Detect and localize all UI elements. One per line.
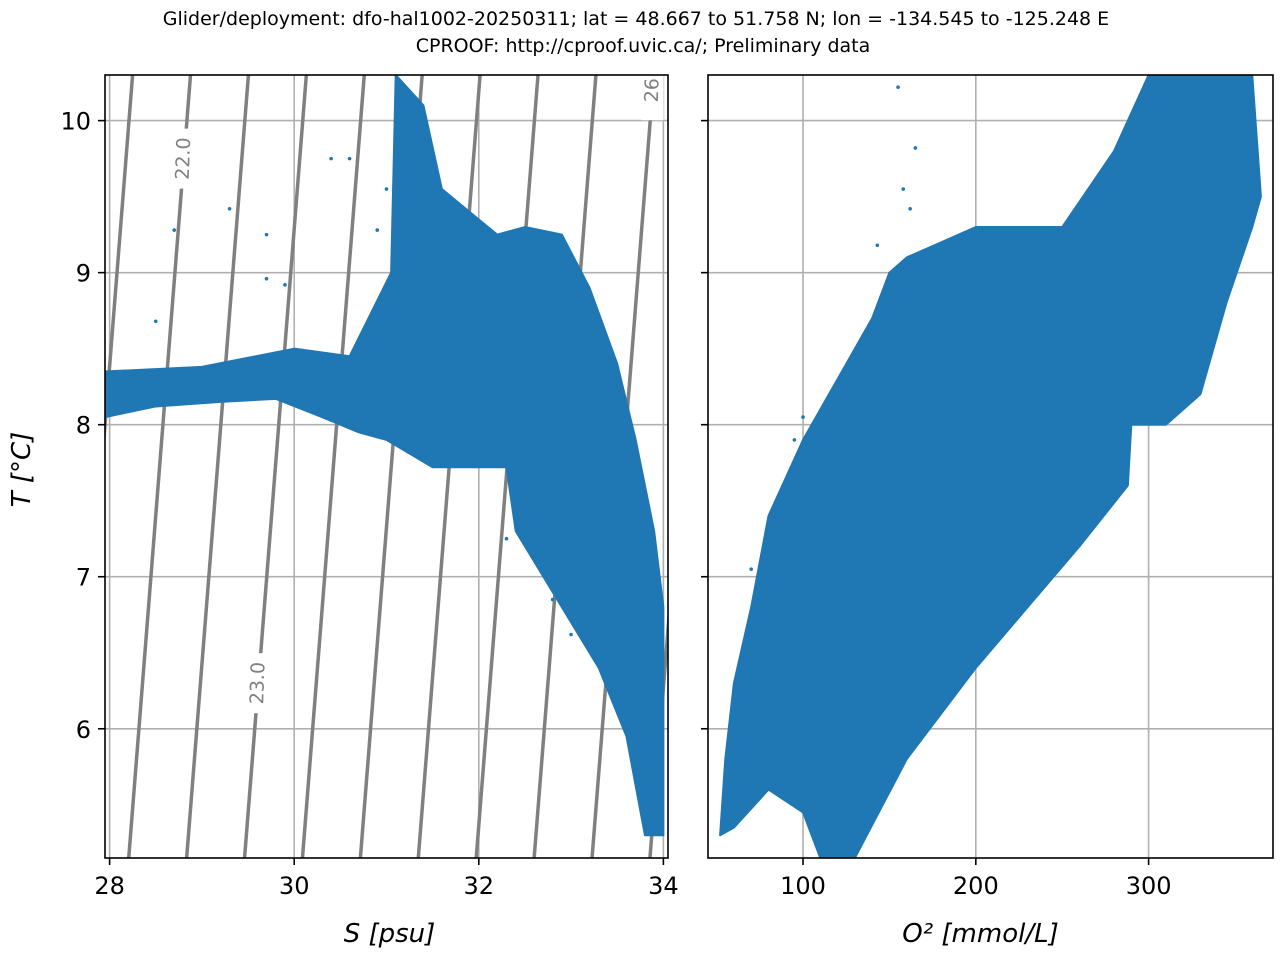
x-tick-label: 100 — [780, 872, 826, 900]
scatter-point — [913, 146, 918, 150]
scatter-point — [749, 567, 753, 571]
scatter-point — [801, 415, 805, 419]
scatter-cloud — [105, 75, 665, 837]
scatter-point — [153, 319, 158, 324]
contour-label: 23.0 — [246, 662, 269, 705]
y-tick-label: 7 — [76, 564, 91, 592]
scatter-point — [875, 243, 880, 248]
density-contour-line — [126, 75, 193, 858]
scatter-point — [740, 650, 745, 655]
scatter-point — [264, 276, 269, 281]
scatter-point — [283, 283, 287, 287]
x-tick-label: 200 — [953, 872, 999, 900]
density-contours: 22.023.024.026 — [105, 75, 668, 858]
scatter-point — [310, 380, 315, 384]
x-tick-label: 34 — [648, 872, 679, 900]
y-tick-label: 8 — [76, 412, 91, 440]
scatter-data — [105, 75, 665, 837]
density-contour-line — [184, 75, 251, 858]
x-tick-label: 28 — [94, 872, 125, 900]
y-axis-label: T [°C] — [7, 432, 37, 508]
scatter-cloud — [719, 75, 1262, 858]
scatter-point — [550, 597, 555, 602]
contour-label-gap — [172, 128, 195, 189]
scatter-point — [569, 632, 573, 637]
x-tick-label: 32 — [464, 872, 495, 900]
scatter-point — [758, 734, 762, 739]
x-axis-label: S [psu] — [344, 919, 436, 949]
figure-title-line1: Glider/deployment: dfo-hal1002-20250311;… — [163, 8, 1109, 30]
scatter-point — [908, 206, 912, 211]
y-tick-label: 10 — [60, 108, 91, 136]
density-contour-line — [300, 75, 367, 858]
axes-frame — [707, 74, 1274, 859]
oxygen-panel: 100 200 300 O² [mmol/L] — [701, 74, 1274, 949]
scatter-point — [792, 438, 797, 442]
scatter-point — [901, 187, 906, 191]
y-tick-label: 9 — [76, 260, 91, 288]
scatter-point — [504, 536, 509, 541]
x-axis-label: O² [mmol/L] — [902, 919, 1058, 949]
scatter-point — [375, 228, 380, 232]
scatter-point — [384, 187, 389, 191]
contour-label-gap — [247, 653, 270, 714]
scatter-point — [172, 228, 177, 232]
contour-label: 26 — [641, 78, 664, 103]
x-tick-label: 30 — [279, 872, 310, 900]
scatter-point — [264, 232, 269, 237]
figure-title-line2: CPROOF: http://cproof.uvic.ca/; Prelimin… — [416, 35, 871, 57]
scatter-point — [347, 156, 352, 161]
y-tick-label: 6 — [76, 716, 91, 744]
contour-label: 22.0 — [172, 137, 195, 180]
scatter-point — [896, 85, 900, 89]
scatter-data — [719, 75, 1262, 858]
axes-frame — [104, 74, 669, 859]
density-contour-line — [242, 75, 309, 858]
density-contour-line — [105, 75, 135, 447]
scatter-point — [329, 156, 333, 161]
scatter-point — [227, 206, 232, 211]
contour-label-gap — [641, 75, 664, 121]
x-tick-label: 300 — [1126, 872, 1172, 900]
